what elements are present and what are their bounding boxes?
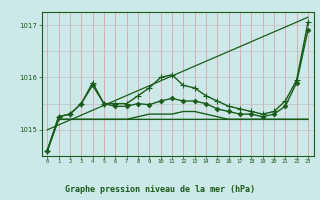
Text: Graphe pression niveau de la mer (hPa): Graphe pression niveau de la mer (hPa) bbox=[65, 185, 255, 194]
